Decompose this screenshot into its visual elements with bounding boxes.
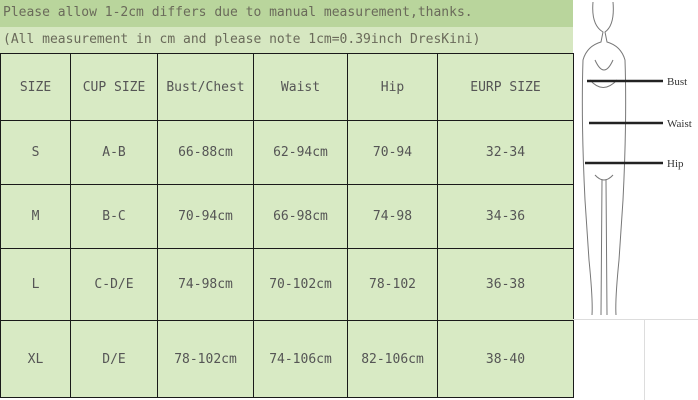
cell: 66-98cm bbox=[253, 184, 348, 249]
grid-line bbox=[573, 319, 698, 320]
cell: 74-98cm bbox=[157, 248, 254, 321]
waist-label: Waist bbox=[667, 118, 692, 130]
cell: 36-38 bbox=[437, 248, 574, 321]
size-chart-table: SIZE CUP SIZE Bust/Chest Waist Hip EURP … bbox=[0, 53, 574, 398]
header-cell: EURP SIZE bbox=[437, 53, 574, 121]
note-line-2: (All measurement in cm and please note 1… bbox=[0, 27, 573, 53]
table-row: S A-B 66-88cm 62-94cm 70-94 32-34 bbox=[0, 120, 574, 185]
cell: 34-36 bbox=[437, 184, 574, 249]
cell: XL bbox=[0, 320, 71, 398]
cell: D/E bbox=[70, 320, 158, 398]
cell: A-B bbox=[70, 120, 158, 185]
cell: 78-102cm bbox=[157, 320, 254, 398]
cell: C-D/E bbox=[70, 248, 158, 321]
cell: B-C bbox=[70, 184, 158, 249]
cell: 70-94 bbox=[347, 120, 438, 185]
header-cell: Waist bbox=[253, 53, 348, 121]
table-row: M B-C 70-94cm 66-98cm 74-98 34-36 bbox=[0, 184, 574, 249]
note-line-1: Please allow 1-2cm differs due to manual… bbox=[0, 0, 573, 27]
header-cell: Hip bbox=[347, 53, 438, 121]
cell: 38-40 bbox=[437, 320, 574, 398]
bust-label: Bust bbox=[667, 76, 687, 88]
header-cell: Bust/Chest bbox=[157, 53, 254, 121]
cell: 62-94cm bbox=[253, 120, 348, 185]
cell: 82-106cm bbox=[347, 320, 438, 398]
header-cell: SIZE bbox=[0, 53, 71, 121]
cell: S bbox=[0, 120, 71, 185]
cell: 70-102cm bbox=[253, 248, 348, 321]
cell: 32-34 bbox=[437, 120, 574, 185]
cell: M bbox=[0, 184, 71, 249]
cell: 70-94cm bbox=[157, 184, 254, 249]
table-row: L C-D/E 74-98cm 70-102cm 78-102 36-38 bbox=[0, 248, 574, 321]
header-row: SIZE CUP SIZE Bust/Chest Waist Hip EURP … bbox=[0, 53, 574, 121]
table-row: XL D/E 78-102cm 74-106cm 82-106cm 38-40 bbox=[0, 320, 574, 398]
grid-line bbox=[644, 319, 645, 400]
cell: 74-98 bbox=[347, 184, 438, 249]
cell: L bbox=[0, 248, 71, 321]
header-cell: CUP SIZE bbox=[70, 53, 158, 121]
body-measurement-figure: Bust Waist Hip bbox=[581, 1, 692, 316]
cell: 78-102 bbox=[347, 248, 438, 321]
hip-label: Hip bbox=[667, 158, 684, 170]
cell: 74-106cm bbox=[253, 320, 348, 398]
cell: 66-88cm bbox=[157, 120, 254, 185]
